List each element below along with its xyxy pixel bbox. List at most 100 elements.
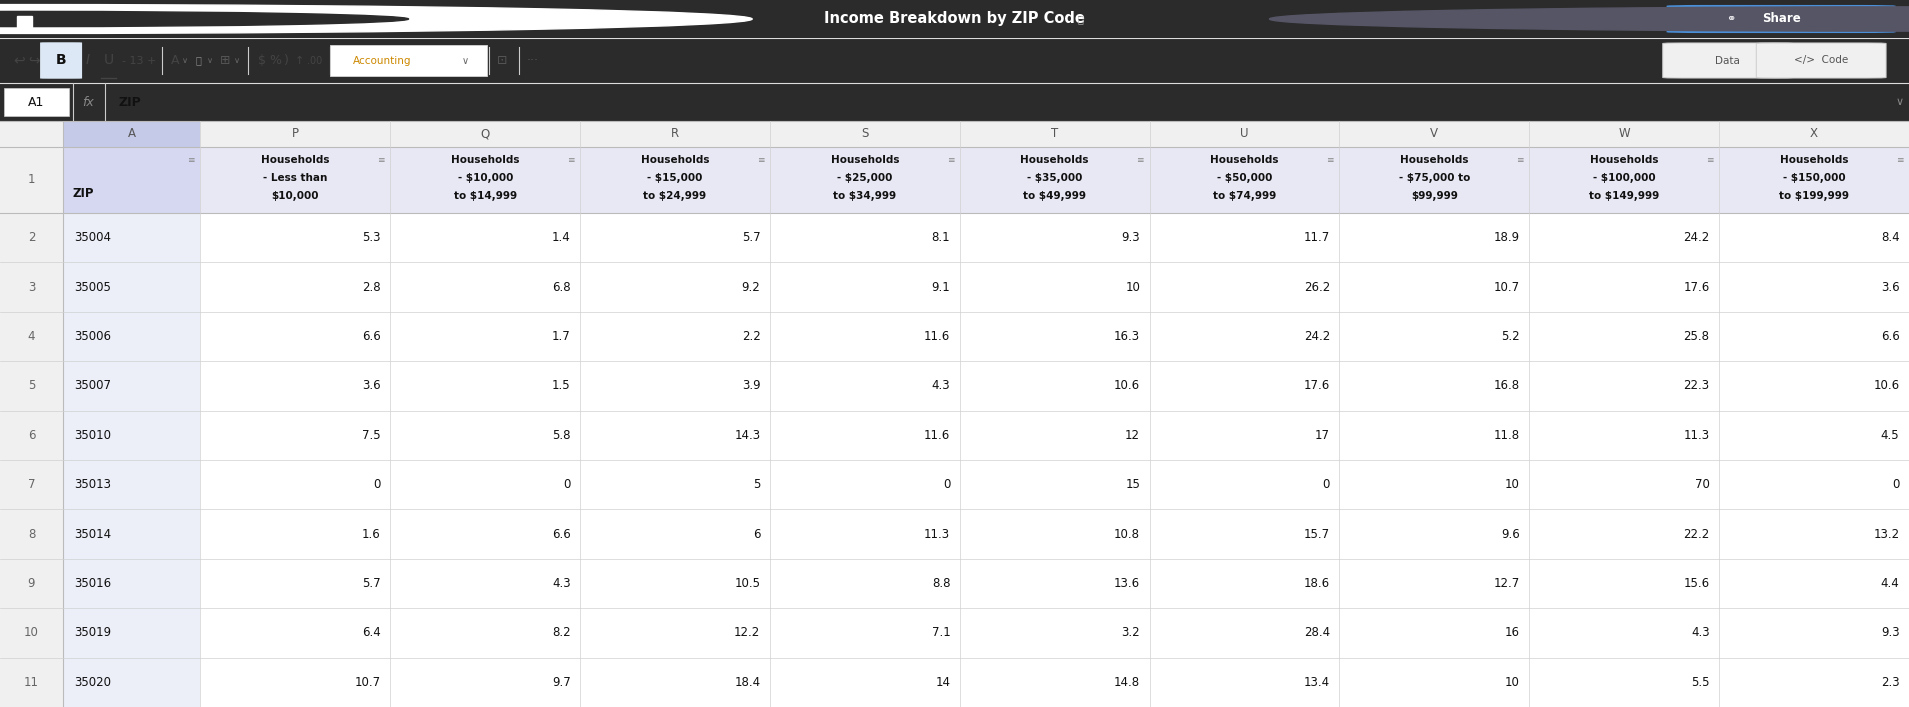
Bar <box>63 262 200 312</box>
Text: Insert: Insert <box>214 13 248 25</box>
Text: - $15,000: - $15,000 <box>647 173 703 183</box>
Text: Households: Households <box>1779 156 1848 165</box>
Text: ): ) <box>284 54 288 67</box>
Text: ↑: ↑ <box>296 56 304 66</box>
Text: 5: 5 <box>29 380 34 392</box>
Text: Accounting: Accounting <box>353 56 410 66</box>
Bar <box>0 121 63 707</box>
Text: - Less than: - Less than <box>263 173 328 183</box>
Text: 3.2: 3.2 <box>1121 626 1140 639</box>
Text: </>  Code: </> Code <box>1794 56 1848 66</box>
Text: 9.1: 9.1 <box>932 281 951 293</box>
Text: ≡: ≡ <box>756 156 764 165</box>
Text: 11: 11 <box>25 676 38 689</box>
Text: 14.8: 14.8 <box>1115 676 1140 689</box>
Text: 26.2: 26.2 <box>1304 281 1331 293</box>
Text: 5.7: 5.7 <box>743 231 760 244</box>
Text: 12: 12 <box>1124 429 1140 442</box>
Text: 6.4: 6.4 <box>363 626 380 639</box>
Text: ≡: ≡ <box>1136 156 1143 165</box>
Text: Q: Q <box>481 127 491 141</box>
Text: 8.8: 8.8 <box>932 577 951 590</box>
Text: 14: 14 <box>935 676 951 689</box>
Text: 18.6: 18.6 <box>1304 577 1331 590</box>
Text: ⊡: ⊡ <box>496 54 508 67</box>
Text: 13.6: 13.6 <box>1115 577 1140 590</box>
Text: ↩: ↩ <box>13 54 25 67</box>
Text: 35006: 35006 <box>74 330 111 343</box>
Text: - $75,000 to: - $75,000 to <box>1399 173 1470 183</box>
Text: Households: Households <box>262 156 330 165</box>
Text: - 13 +: - 13 + <box>122 56 157 66</box>
Text: ZIP: ZIP <box>73 187 94 199</box>
Text: 1.6: 1.6 <box>363 527 380 541</box>
Text: Households: Households <box>641 156 710 165</box>
Text: ≡: ≡ <box>378 156 384 165</box>
Text: 2: 2 <box>29 231 34 244</box>
Text: 8.2: 8.2 <box>552 626 571 639</box>
Text: $: $ <box>258 54 265 67</box>
Text: 3.9: 3.9 <box>743 380 760 392</box>
Bar <box>63 658 200 707</box>
Text: to $14,999: to $14,999 <box>454 191 517 201</box>
Bar <box>63 121 200 147</box>
Text: 6.8: 6.8 <box>552 281 571 293</box>
Text: 10.5: 10.5 <box>735 577 760 590</box>
Text: 13.4: 13.4 <box>1304 676 1331 689</box>
Text: - $25,000: - $25,000 <box>838 173 893 183</box>
Text: 35016: 35016 <box>74 577 111 590</box>
Text: 0: 0 <box>563 478 571 491</box>
Text: ∨: ∨ <box>233 56 241 65</box>
Text: 11.6: 11.6 <box>924 429 951 442</box>
Text: File: File <box>61 13 80 25</box>
Text: ⊞: ⊞ <box>220 54 231 67</box>
Text: to $49,999: to $49,999 <box>1023 191 1086 201</box>
Text: to $199,999: to $199,999 <box>1779 191 1850 201</box>
Text: ∨: ∨ <box>206 56 214 65</box>
Text: 22.3: 22.3 <box>1684 380 1710 392</box>
Text: 1: 1 <box>29 173 34 187</box>
Text: ↪: ↪ <box>29 54 40 67</box>
Text: 35005: 35005 <box>74 281 111 293</box>
Text: 10: 10 <box>1124 281 1140 293</box>
Bar <box>17 16 32 30</box>
Text: 4.5: 4.5 <box>1880 429 1899 442</box>
Text: 4.3: 4.3 <box>932 380 951 392</box>
Text: 17.6: 17.6 <box>1684 281 1710 293</box>
Text: Households: Households <box>451 156 519 165</box>
Text: 12.7: 12.7 <box>1493 577 1520 590</box>
Text: 35004: 35004 <box>74 231 111 244</box>
Text: 18.4: 18.4 <box>735 676 760 689</box>
Text: R: R <box>670 127 680 141</box>
Text: ≡: ≡ <box>1896 156 1903 165</box>
Text: 6.6: 6.6 <box>552 527 571 541</box>
Text: Income Breakdown by ZIP Code: Income Breakdown by ZIP Code <box>825 11 1084 26</box>
Bar <box>63 608 200 658</box>
Text: 6.6: 6.6 <box>363 330 380 343</box>
Text: ZIP: ZIP <box>118 95 141 108</box>
Text: 10.7: 10.7 <box>1493 281 1520 293</box>
Text: 9.3: 9.3 <box>1121 231 1140 244</box>
Text: 4.3: 4.3 <box>552 577 571 590</box>
Text: 17: 17 <box>1315 429 1331 442</box>
Text: 35010: 35010 <box>74 429 111 442</box>
Text: ≡: ≡ <box>1516 156 1523 165</box>
Text: 4: 4 <box>29 330 34 343</box>
Text: ∨: ∨ <box>1896 97 1903 107</box>
Text: 9.6: 9.6 <box>1500 527 1520 541</box>
Text: U: U <box>103 52 115 66</box>
Text: 2.3: 2.3 <box>1880 676 1899 689</box>
Text: View: View <box>137 13 164 25</box>
Text: 17.6: 17.6 <box>1304 380 1331 392</box>
Text: 3.6: 3.6 <box>1880 281 1899 293</box>
Text: 11.6: 11.6 <box>924 330 951 343</box>
Text: 5.2: 5.2 <box>1500 330 1520 343</box>
Bar <box>63 312 200 361</box>
Text: 1.7: 1.7 <box>552 330 571 343</box>
Text: 2.8: 2.8 <box>363 281 380 293</box>
Text: - $35,000: - $35,000 <box>1027 173 1082 183</box>
Text: Households: Households <box>1210 156 1279 165</box>
Text: 13.2: 13.2 <box>1873 527 1899 541</box>
Text: 7.5: 7.5 <box>363 429 380 442</box>
Circle shape <box>0 11 409 27</box>
